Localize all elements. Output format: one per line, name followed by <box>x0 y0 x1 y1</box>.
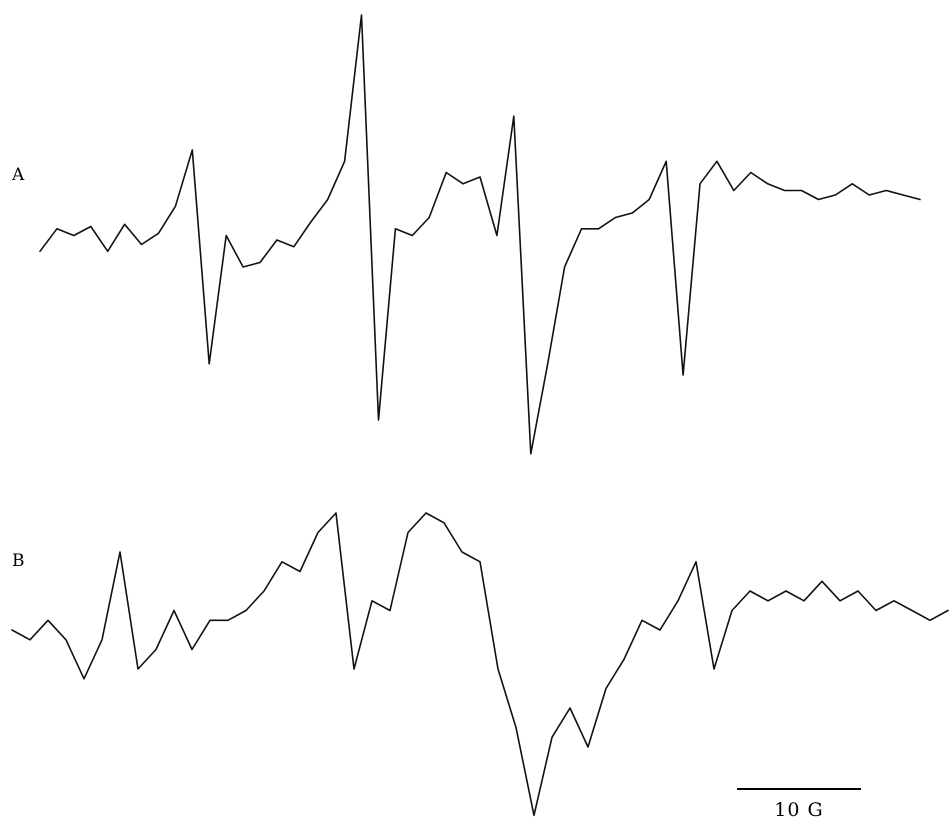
scale-bar-label: 10 G <box>774 799 823 821</box>
panel-label-b: B <box>12 551 25 571</box>
spectrum-trace-b <box>11 512 949 817</box>
panel-label-a: A <box>11 165 25 185</box>
spectrum-trace-a <box>39 14 921 455</box>
